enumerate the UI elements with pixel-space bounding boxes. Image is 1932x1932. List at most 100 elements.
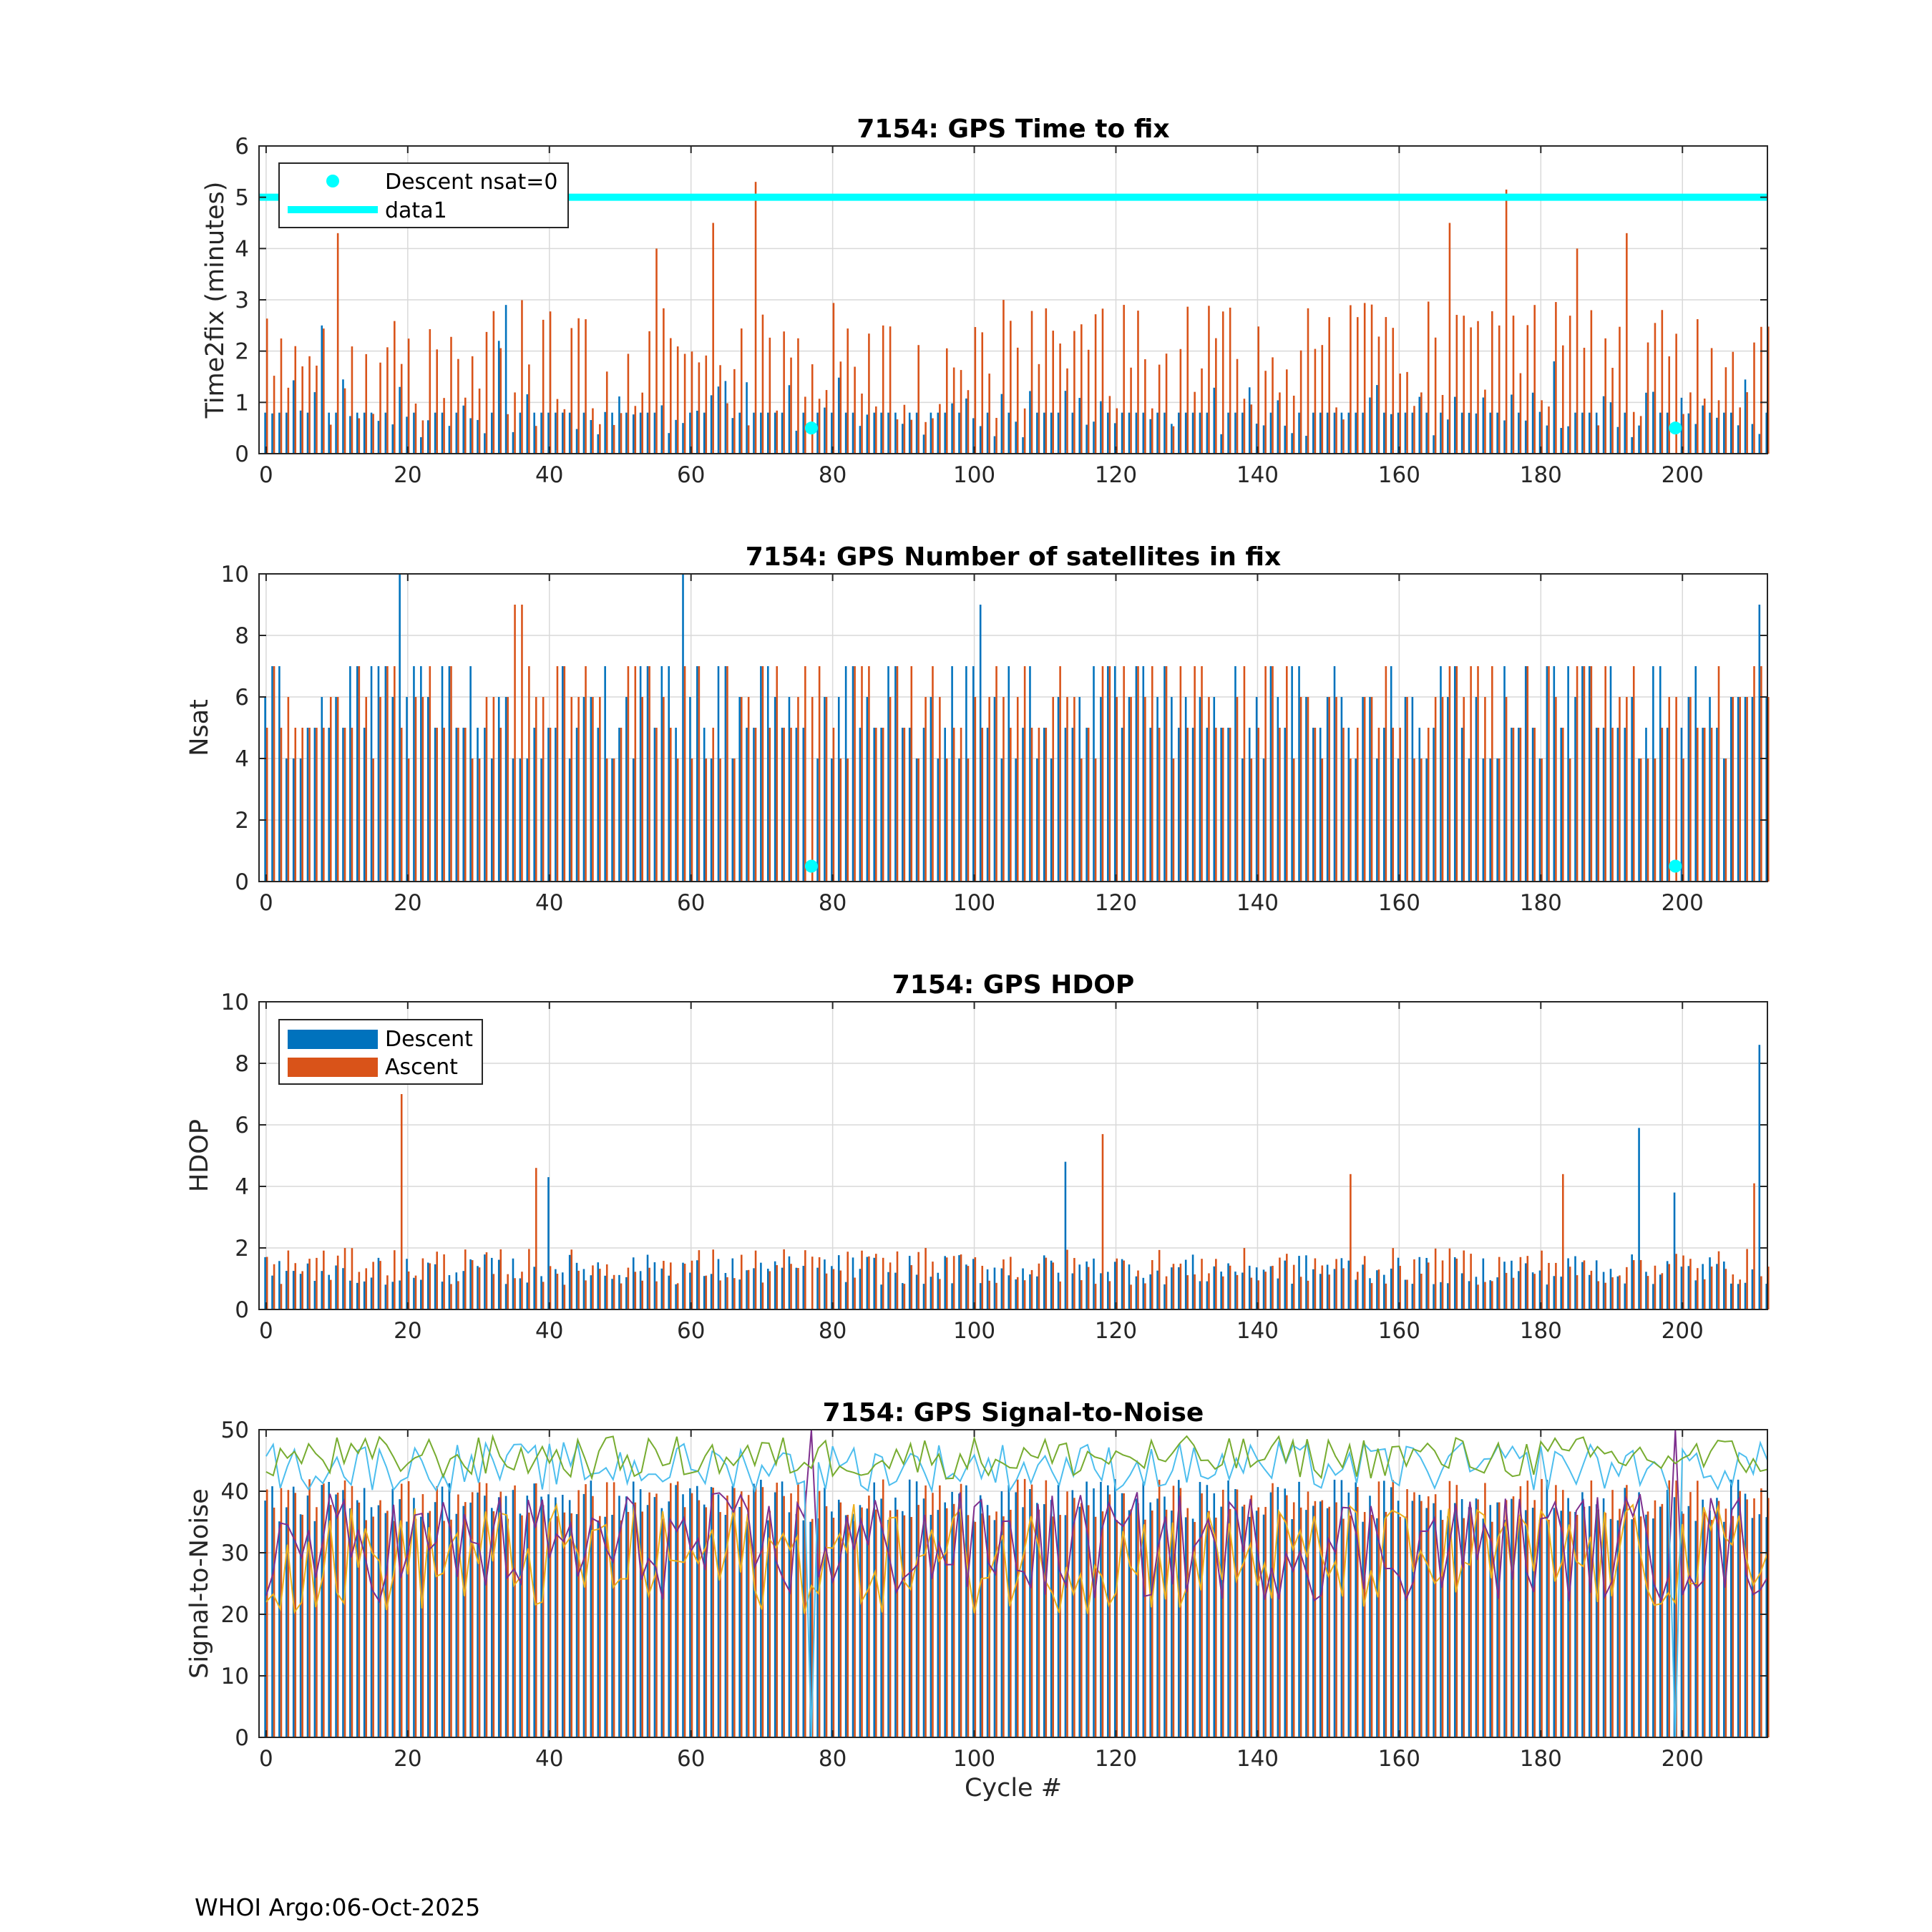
bar-ascent [761,666,764,882]
bar-ascent [1434,1494,1437,1737]
bar-ascent [1619,1508,1621,1737]
bar-ascent [995,418,997,454]
bar-descent [902,1511,904,1737]
bar-ascent [450,1284,452,1309]
bar-descent [328,728,330,882]
bar-descent [753,1483,755,1737]
bar-ascent [832,1517,835,1737]
bar-descent [660,405,663,454]
bar-descent [363,412,366,454]
bar-ascent [1030,1484,1033,1737]
bar-ascent [1108,1281,1111,1309]
bar-descent [264,412,266,454]
bar-descent [1333,412,1336,454]
bar-ascent [769,1271,771,1309]
bar-descent [1475,697,1478,882]
bar-descent [986,412,989,454]
bar-descent [1149,419,1151,454]
bar-descent [1326,1508,1329,1737]
bar-ascent [1087,349,1090,454]
bar-ascent [365,697,368,882]
bar-descent [1057,412,1060,454]
bar-descent [1036,412,1038,454]
bar-ascent [1221,1276,1224,1309]
y-axis-label: Time2fix (minutes) [201,182,230,419]
bar-ascent [563,1284,566,1309]
bar-ascent [1526,325,1529,454]
x-tick-label: 40 [535,1318,563,1344]
bar-ascent [648,666,650,882]
bar-ascent [421,1494,424,1737]
bar-ascent [1477,321,1479,454]
bar-descent [1248,387,1251,454]
bar-descent [1433,1284,1435,1309]
bar-descent [1128,697,1131,882]
chart-title: 7154: GPS Time to fix [857,114,1169,144]
bar-ascent [1350,305,1352,454]
bar-ascent [832,728,835,882]
bar-ascent [585,666,587,882]
bar-ascent [719,1280,721,1309]
bar-ascent [1279,1513,1281,1737]
bar-descent [1553,361,1556,454]
bar-ascent [528,666,530,882]
bar-descent [1000,1491,1003,1737]
bar-descent [1440,666,1442,882]
bar-ascent [1753,666,1755,882]
bar-descent [1758,1045,1761,1309]
bar-ascent [719,365,721,454]
bar-descent [653,1497,656,1737]
bar-ascent [1363,697,1366,882]
bar-ascent [1632,1517,1635,1737]
bar-ascent [1215,1259,1217,1309]
bar-descent [1687,1266,1690,1309]
bar-ascent [676,758,679,882]
x-tick-label: 100 [953,890,995,916]
bar-ascent [570,1249,573,1309]
bar-ascent [1576,1514,1579,1737]
bar-descent [625,1496,628,1737]
bar-ascent [1519,373,1522,454]
bar-ascent [1172,1485,1175,1737]
legend-swatch-descent [288,1030,378,1049]
bar-descent [1312,1269,1314,1309]
bar-ascent [939,697,941,882]
bar-ascent [358,1502,361,1737]
bar-descent [1723,412,1725,454]
bar-ascent [719,758,721,882]
bar-descent [1638,425,1640,454]
y-tick-label: 0 [235,441,249,467]
bar-descent [399,1499,401,1737]
bar-descent [384,1284,387,1309]
bar-ascent [1463,1518,1465,1737]
bar-descent [1390,1487,1392,1737]
bar-ascent [1717,400,1720,454]
bar-descent [1100,1273,1102,1309]
bar-descent [1142,412,1145,454]
bar-ascent [1137,666,1139,882]
bar-ascent [308,728,311,882]
bar-ascent [1377,336,1380,454]
bar-ascent [1243,666,1246,882]
bar-ascent [485,331,488,454]
bar-descent [618,396,620,454]
bar-descent [1758,434,1761,454]
bar-ascent [599,1269,601,1309]
x-tick-label: 100 [953,462,995,488]
x-tick-label: 180 [1520,1746,1562,1772]
bar-ascent [740,328,743,454]
bar-descent [958,1255,960,1309]
bar-ascent [1767,697,1770,882]
bar-ascent [421,420,424,454]
bar-ascent [875,728,877,882]
bar-ascent [1568,316,1571,454]
bar-descent [1022,437,1024,454]
axes-box [258,1429,1768,1738]
bar-descent [1015,1492,1017,1737]
bar-ascent [1703,1511,1706,1737]
y-tick-label: 2 [235,808,249,834]
x-tick-label: 60 [677,890,705,916]
bar-descent [753,1268,755,1309]
bar-descent [547,412,550,454]
bar-ascent [882,728,884,882]
